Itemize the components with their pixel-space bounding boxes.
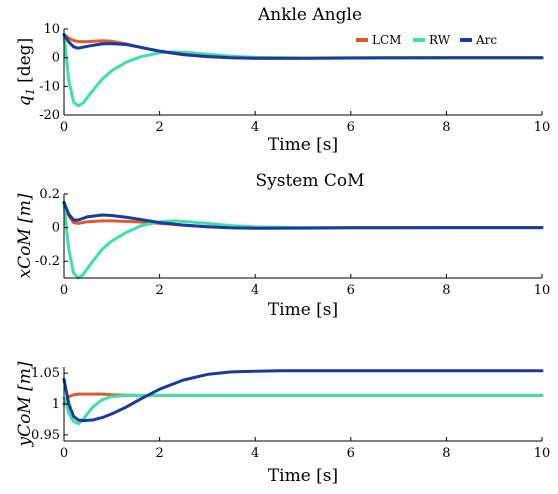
legend-label-arc: Arc: [475, 33, 497, 47]
legend-item-arc: Arc: [460, 33, 497, 47]
series-line-arc: [62, 33, 544, 60]
y-tick-label: 1: [52, 397, 60, 412]
chart-title: System CoM: [255, 171, 364, 191]
x-tick-label: 0: [60, 120, 68, 135]
x-tick-label: 2: [155, 120, 163, 135]
x-axis-label: Time [s]: [268, 466, 338, 486]
series-line-lcm: [62, 200, 544, 230]
x-tick-label: 8: [442, 120, 450, 135]
y-tick-label: -0.2: [35, 254, 60, 269]
x-tick-label: 0: [60, 283, 68, 298]
x-tick-label: 6: [347, 120, 355, 135]
legend-item-lcm: LCM: [356, 33, 401, 47]
x-tick-label: 6: [347, 446, 355, 461]
chart-panel-1: Ankle Angle 0 2 4 6 8 10 10 0 -10 -20 Time [s] q1 [d…: [15, 5, 550, 155]
y-tick-label: -10: [39, 79, 60, 94]
chart-title: Ankle Angle: [257, 5, 362, 25]
x-tick-label: 2: [155, 446, 163, 461]
x-tick-label: 4: [251, 283, 259, 298]
x-tick-label: 2: [155, 283, 163, 298]
y-tick-label: 0: [52, 221, 60, 236]
y-axis-label: q1 [deg]: [15, 38, 37, 106]
y-tick-label: -20: [39, 108, 60, 123]
chart-panel-3: 0 2 4 6 8 10 1.05 1 0.95 Time [s] yCoM [m]: [15, 361, 550, 486]
legend-label-rw: RW: [429, 33, 451, 47]
series-line-rw: [62, 200, 544, 280]
y-tick-label: 10: [43, 22, 60, 37]
y-axis-label: xCoM [m]: [15, 193, 35, 278]
x-tick-label: 10: [534, 120, 551, 135]
x-tick-label: 4: [251, 120, 259, 135]
series-line-arc: [62, 200, 544, 230]
legend-item-rw: RW: [413, 33, 451, 47]
x-axis-label: Time [s]: [268, 300, 338, 320]
x-tick-label: 8: [442, 283, 450, 298]
x-tick-label: 4: [251, 446, 259, 461]
y-tick-label: 0.95: [31, 428, 60, 443]
y-tick-label: 0: [52, 51, 60, 66]
legend-label-lcm: LCM: [372, 33, 401, 47]
x-tick-label: 8: [442, 446, 450, 461]
x-tick-label: 6: [347, 283, 355, 298]
y-axis-label: yCoM [m]: [15, 361, 35, 447]
x-axis-label: Time [s]: [268, 135, 338, 155]
x-tick-label: 0: [60, 446, 68, 461]
y-tick-label: 0.2: [39, 187, 60, 202]
x-tick-label: 10: [534, 283, 551, 298]
series-line-rw: [62, 393, 544, 426]
x-tick-label: 10: [534, 446, 551, 461]
legend: LCM RW Arc: [356, 33, 497, 47]
series-line-arc: [62, 369, 544, 423]
y-tick-label: 1.05: [31, 366, 60, 381]
